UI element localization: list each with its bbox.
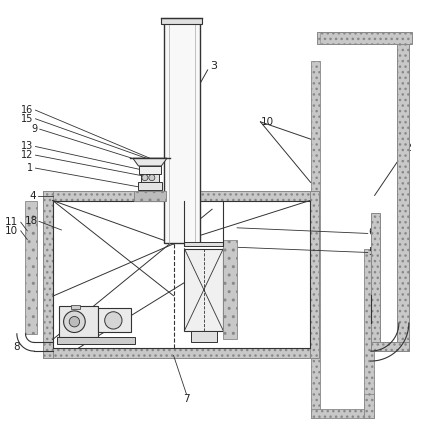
Bar xyxy=(371,342,409,351)
Bar xyxy=(223,240,237,339)
Bar xyxy=(317,32,412,44)
Bar xyxy=(164,22,200,243)
Bar xyxy=(43,191,319,201)
Circle shape xyxy=(64,311,85,332)
Circle shape xyxy=(149,174,155,181)
Circle shape xyxy=(105,312,122,329)
Bar xyxy=(140,174,159,181)
Bar xyxy=(184,242,223,247)
Bar xyxy=(139,166,160,174)
Bar xyxy=(397,44,409,351)
Bar xyxy=(134,191,166,201)
Bar xyxy=(310,191,319,358)
Bar xyxy=(161,17,202,24)
Polygon shape xyxy=(133,158,167,166)
Text: 7: 7 xyxy=(183,394,190,404)
Circle shape xyxy=(69,316,80,327)
Text: 13: 13 xyxy=(21,141,33,151)
Bar xyxy=(311,409,373,418)
Text: 10: 10 xyxy=(5,226,18,236)
Text: 10: 10 xyxy=(260,117,274,127)
Text: 5: 5 xyxy=(369,247,375,256)
Text: 4: 4 xyxy=(30,191,36,201)
Text: 12: 12 xyxy=(21,150,33,160)
Bar xyxy=(98,308,131,332)
Bar xyxy=(184,249,223,331)
Bar xyxy=(364,395,374,418)
Bar xyxy=(59,306,98,337)
Text: 3: 3 xyxy=(211,61,218,71)
Bar xyxy=(138,181,162,190)
Bar xyxy=(43,191,53,358)
Text: 11: 11 xyxy=(5,217,18,227)
Bar xyxy=(71,305,80,309)
Bar xyxy=(57,337,135,344)
Bar xyxy=(191,331,217,342)
Text: 9: 9 xyxy=(31,124,38,134)
Text: 6: 6 xyxy=(369,227,375,237)
Bar xyxy=(371,213,380,351)
Bar xyxy=(311,61,320,418)
Circle shape xyxy=(142,174,148,181)
Text: 1: 1 xyxy=(27,163,33,173)
Text: 15: 15 xyxy=(21,114,33,124)
Text: 8: 8 xyxy=(13,342,20,352)
Bar xyxy=(364,250,374,418)
Text: 16: 16 xyxy=(21,105,33,115)
Text: 18: 18 xyxy=(24,216,38,226)
Bar xyxy=(43,348,319,358)
Text: 2: 2 xyxy=(404,143,411,153)
Bar xyxy=(25,201,37,334)
